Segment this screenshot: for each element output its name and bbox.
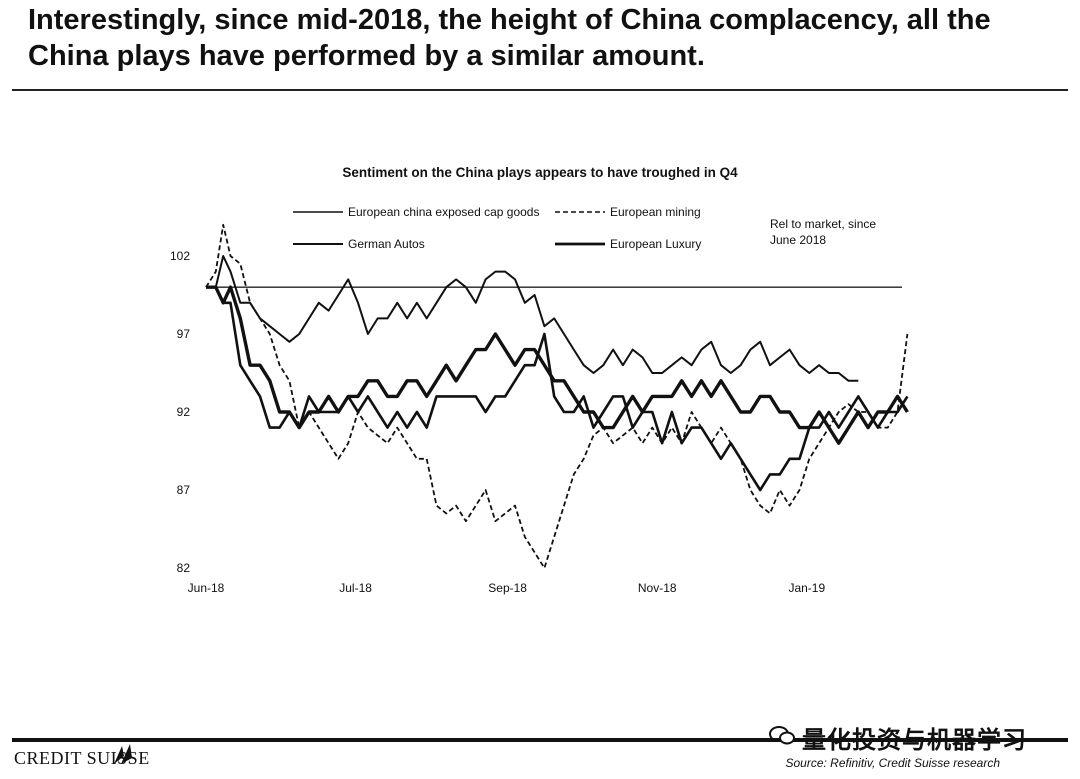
x-axis-ticks: Jun-18 Jul-18 Sep-18 Nov-18 Jan-19: [188, 581, 826, 595]
series-line-4: [206, 285, 909, 445]
sails-logo-icon: [114, 744, 132, 764]
x-tick-label: Sep-18: [488, 581, 527, 595]
series-line-2: [205, 223, 909, 569]
x-tick-label: Nov-18: [638, 581, 677, 595]
series-line-3: [206, 285, 909, 492]
legend-label-1: European china exposed cap goods: [348, 205, 539, 219]
headline: Interestingly, since mid-2018, the heigh…: [28, 4, 991, 72]
chart-title: Sentiment on the China plays appears to …: [342, 165, 738, 180]
x-tick-label: Jul-18: [339, 581, 372, 595]
y-tick-label: 97: [177, 327, 191, 341]
x-tick-label: Jun-18: [188, 581, 225, 595]
y-tick-label: 92: [177, 405, 191, 419]
chart-annotation-line-1: Rel to market, since: [770, 217, 876, 231]
source-note: Source: Refinitiv, Credit Suisse researc…: [785, 756, 1000, 770]
y-tick-label: 87: [177, 483, 191, 497]
series-group: [205, 223, 909, 569]
legend: European china exposed cap goods European…: [293, 205, 701, 251]
legend-label-2: European mining: [610, 205, 701, 219]
chart-annotation-line-2: June 2018: [770, 233, 826, 247]
credit-suisse-logo: CREDIT SUISSE: [14, 748, 150, 768]
legend-label-3: German Autos: [348, 237, 425, 251]
series-line-1: [206, 255, 859, 382]
top-divider: [12, 89, 1068, 91]
x-tick-label: Jan-19: [788, 581, 825, 595]
wechat-icon: [769, 726, 795, 745]
y-tick-label: 102: [170, 249, 190, 263]
legend-label-4: European Luxury: [610, 237, 701, 251]
watermark-text: 量化投资与机器学习: [802, 726, 1027, 754]
y-tick-label: 82: [177, 561, 191, 575]
y-axis-ticks: 102 97 92 87 82: [170, 249, 190, 575]
chart-annotation: Rel to market, since June 2018: [770, 217, 879, 247]
bottom-divider: [12, 738, 1068, 742]
